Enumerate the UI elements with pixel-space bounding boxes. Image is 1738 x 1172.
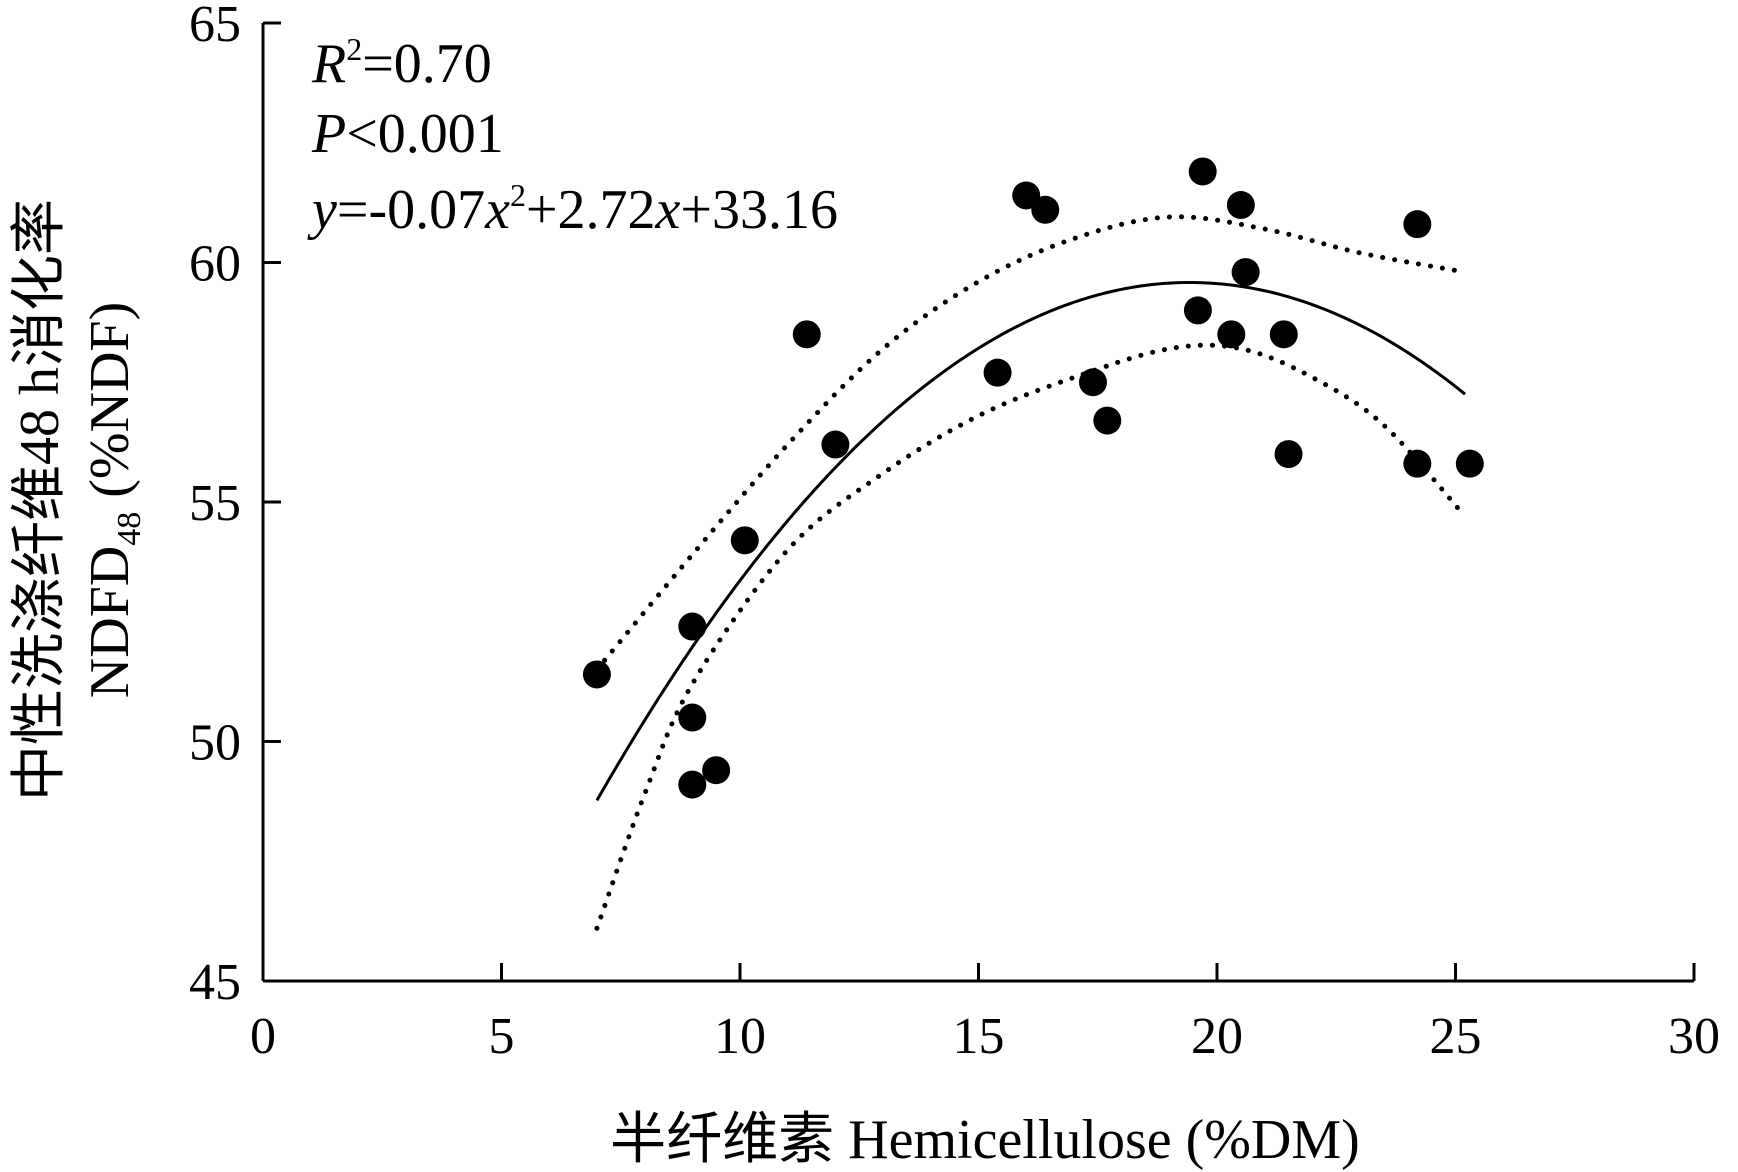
ci-lower-path <box>594 342 1468 931</box>
tick-labels: 0 5 10 15 20 25 30 45 50 55 60 65 <box>189 0 1720 1065</box>
x-tick-label: 10 <box>714 1008 766 1065</box>
data-point <box>1403 210 1432 239</box>
y-tick-label: 50 <box>189 715 241 772</box>
data-point <box>1188 157 1217 186</box>
equation-annotation: y=-0.07x2+2.72x+33.16 <box>307 177 838 241</box>
data-point <box>1269 320 1298 349</box>
data-point <box>582 660 611 689</box>
data-points <box>582 157 1484 799</box>
data-point <box>1031 195 1060 224</box>
y-axis-title-line2: NDFD48 (%NDF) <box>79 302 148 698</box>
fit-path <box>595 280 1466 802</box>
r2-annotation: R2=0.70 <box>311 31 492 95</box>
data-point <box>730 526 759 555</box>
data-point <box>702 756 731 785</box>
x-tick-label: 30 <box>1668 1008 1720 1065</box>
ci-lower-curve <box>594 342 1468 931</box>
ci-upper-path <box>594 214 1468 673</box>
ci-upper-curve <box>594 214 1468 673</box>
data-point <box>1231 258 1260 287</box>
data-point <box>1226 191 1255 220</box>
p-annotation: P<0.001 <box>311 103 504 165</box>
y-tick-label: 65 <box>189 0 241 53</box>
x-tick-label: 20 <box>1191 1008 1243 1065</box>
data-point <box>678 770 707 799</box>
data-point <box>1183 296 1212 325</box>
x-tick-label: 15 <box>953 1008 1005 1065</box>
data-point <box>678 703 707 732</box>
x-tick-label: 0 <box>250 1008 276 1065</box>
x-tick-label: 5 <box>489 1008 515 1065</box>
x-axis-title: 半纤维素 Hemicellulose (%DM) <box>610 1109 1360 1171</box>
data-point <box>821 430 850 459</box>
data-point <box>1078 368 1107 397</box>
data-point <box>1217 320 1246 349</box>
y-tick-label: 60 <box>189 236 241 293</box>
data-point <box>678 612 707 641</box>
fit-curve <box>595 280 1466 802</box>
data-point <box>983 358 1012 387</box>
data-point <box>792 320 821 349</box>
data-point <box>1403 449 1432 478</box>
y-tick-label: 45 <box>189 954 241 1011</box>
data-point <box>1093 406 1122 435</box>
y-tick-label: 55 <box>189 475 241 532</box>
axes <box>261 21 1696 983</box>
data-point <box>1455 449 1484 478</box>
data-point <box>1274 440 1303 469</box>
data-point <box>1012 181 1041 210</box>
y-axis-title-line1: 中性洗涤纤维48 h消化率 <box>9 199 71 801</box>
x-tick-label: 25 <box>1430 1008 1482 1065</box>
